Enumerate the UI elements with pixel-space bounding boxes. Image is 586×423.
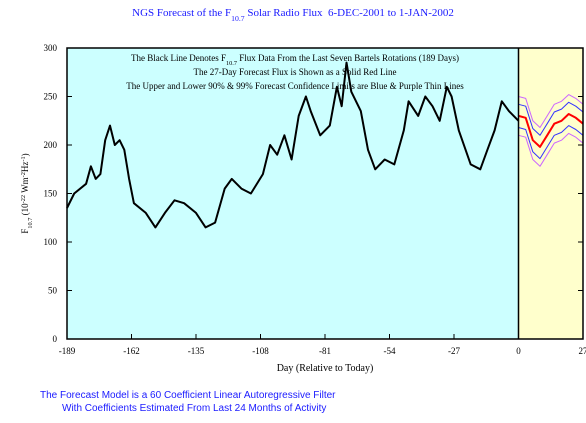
text-part: -1 <box>20 156 27 161</box>
y-tick-label: 200 <box>44 140 58 150</box>
forecast-background <box>518 48 583 339</box>
text-part: F <box>221 53 226 63</box>
x-tick-label: -27 <box>448 346 460 356</box>
text-part: NGS Forecast of the <box>132 7 225 19</box>
text-part: Wm <box>20 177 30 195</box>
text-part: 10.7 <box>226 60 237 67</box>
y-tick-label: 50 <box>48 286 58 296</box>
y-axis-label: F10.7 (10-22 Wm-2Hz-1) <box>20 153 34 233</box>
text-part: F <box>225 7 231 19</box>
series-line <box>518 132 584 167</box>
x-tick-label: -108 <box>252 346 269 356</box>
text-part: Solar Radio Flux 6-DEC-2001 to 1-JAN-200… <box>245 7 454 19</box>
footer-line: With Coefficients Estimated From Last 24… <box>62 403 326 414</box>
y-tick-label: 250 <box>44 92 58 102</box>
annotation: The Upper and Lower 90% & 99% Forecast C… <box>126 81 464 91</box>
text-part: Flux Data From the Last Seven Bartels Ro… <box>237 53 459 63</box>
text-part: -2 <box>20 172 27 177</box>
text-part: -22 <box>20 195 27 203</box>
y-tick-label: 100 <box>44 237 58 247</box>
series-line <box>518 101 584 136</box>
y-tick-label: 300 <box>44 43 58 53</box>
y-tick-label: 150 <box>44 189 58 199</box>
text-part: (10 <box>20 203 30 218</box>
plot-frame <box>66 47 584 340</box>
x-tick-label: -54 <box>384 346 396 356</box>
x-tick-label: 27 <box>579 346 586 356</box>
x-tick-label: -135 <box>188 346 205 356</box>
annotation: The 27-Day Forecast Flux is Shown as a S… <box>194 67 397 77</box>
x-tick-label: 0 <box>516 346 521 356</box>
series-line <box>518 113 584 148</box>
text-part: ) <box>20 153 30 156</box>
text-part: Hz <box>20 162 30 173</box>
chart-title: NGS Forecast of the F10.7 Solar Radio Fl… <box>132 7 454 23</box>
x-tick-label: -189 <box>59 346 76 356</box>
series-line <box>66 61 520 229</box>
series-line <box>518 94 584 128</box>
x-tick-label: -162 <box>123 346 140 356</box>
text-part: 10.7 <box>231 14 245 23</box>
text-part: The 27-Day Forecast Flux is Shown as a S… <box>194 67 397 77</box>
x-tick-label: -81 <box>319 346 331 356</box>
y-tick-label: 0 <box>53 334 58 344</box>
series-line <box>518 125 584 160</box>
annotation: The Black Line Denotes F10.7 Flux Data F… <box>131 53 459 67</box>
text-part: 10.7 <box>27 218 34 229</box>
text-part: F <box>20 229 30 234</box>
text-part: The Upper and Lower 90% & 99% Forecast C… <box>126 81 464 91</box>
history-background <box>67 48 519 339</box>
footer-line: The Forecast Model is a 60 Coefficient L… <box>40 390 336 401</box>
text-part: The Black Line Denotes <box>131 53 221 63</box>
x-axis-label: Day (Relative to Today) <box>277 363 374 374</box>
